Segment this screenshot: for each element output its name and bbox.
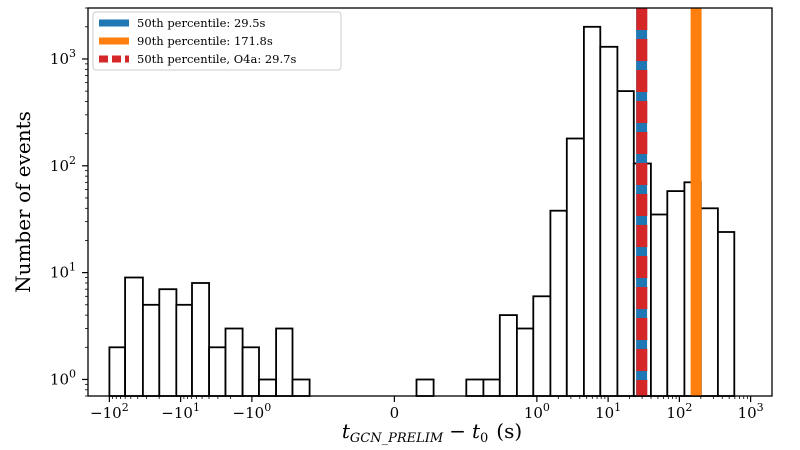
x-axis-label-sub: GCN_PRELIM <box>350 431 444 446</box>
histogram-bar <box>482 378 501 397</box>
histogram-bar <box>549 209 568 397</box>
histogram-bar <box>158 288 178 397</box>
histogram-bar <box>141 303 161 397</box>
histogram-bar <box>599 45 619 397</box>
histogram-bar <box>124 276 144 397</box>
histogram-bar <box>650 213 669 397</box>
plot-frame <box>87 7 773 397</box>
y-tick-label: 102 <box>50 154 76 175</box>
histogram-bar <box>224 327 244 397</box>
x-axis-label: tGCN_PRELIM − t0 (s) <box>342 419 522 446</box>
legend: 50th percentile: 29.5s 90th percentile: 1… <box>92 11 342 71</box>
histogram-bar <box>465 378 485 397</box>
histogram-bar <box>258 378 278 397</box>
x-tick-label: 0 <box>390 404 400 422</box>
histogram-bar <box>699 207 719 397</box>
x-axis-label-unit: (s) <box>496 419 522 443</box>
histogram-bar <box>498 314 518 397</box>
x-tick-label: 100 <box>524 401 550 422</box>
y-axis-ticks: 100 101 102 103 <box>50 7 88 397</box>
histogram-bar <box>583 25 602 397</box>
legend-label: 90th percentile: 171.8s <box>137 34 273 48</box>
legend-box <box>92 11 342 71</box>
y-axis-label: Number of events <box>11 111 35 293</box>
x-tick-label: −101 <box>161 401 200 422</box>
x-tick-label: 101 <box>595 401 621 422</box>
histogram-bar <box>666 190 686 397</box>
x-tick-label: 103 <box>738 401 764 422</box>
y-tick-label: 103 <box>50 47 76 68</box>
x-axis-label-t0: t <box>472 419 481 443</box>
y-tick-label: 100 <box>50 367 76 388</box>
histogram-bar <box>275 327 294 397</box>
histogram-bar <box>565 137 585 397</box>
histogram-bar <box>532 295 552 397</box>
x-axis-label-t0-sub: 0 <box>480 431 488 446</box>
legend-label: 50th percentile: 29.5s <box>137 16 266 30</box>
histogram-bar <box>241 346 260 397</box>
histogram-bar <box>717 231 736 397</box>
histogram-bar <box>415 378 435 397</box>
histogram-bar <box>175 303 193 397</box>
histogram-bar <box>208 346 227 397</box>
histogram-bar <box>191 282 211 397</box>
histogram-bar <box>616 90 635 397</box>
histogram-bar <box>291 378 311 397</box>
legend-label: 50th percentile, O4a: 29.7s <box>137 52 296 66</box>
x-axis-label-minus: − <box>449 419 466 443</box>
x-tick-label: −100 <box>233 401 272 422</box>
x-axis-ticks: −102 −101 −100 0 100 101 102 103 <box>90 396 764 422</box>
x-tick-label: 102 <box>666 401 692 422</box>
percentile-lines <box>636 8 702 396</box>
x-axis-label-t: t <box>342 419 351 443</box>
histogram-bar <box>108 346 127 397</box>
histogram-bar <box>516 327 535 397</box>
x-tick-label: −102 <box>90 401 129 422</box>
y-tick-label: 101 <box>50 261 76 282</box>
